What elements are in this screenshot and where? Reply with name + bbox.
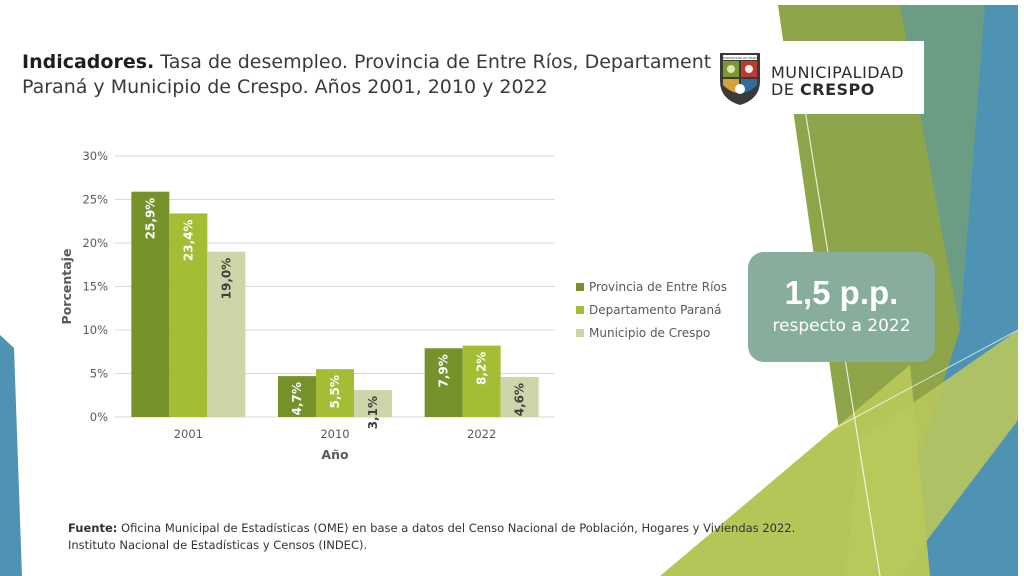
y-tick-label: 30% — [82, 149, 108, 163]
bar — [131, 191, 170, 417]
shield-text: MUNICIPALIDAD DE CRESPO — [722, 56, 758, 60]
unemployment-bar-chart: 25,9%23,4%19,0%4,7% 5,5%3,1%7,9% 8,2%4,6% … — [59, 149, 727, 462]
callout-value: 1,5 p.p. — [784, 274, 899, 311]
legend-layer: Provincia de Entre Ríos Departamento Para… — [576, 280, 727, 340]
legend-swatch — [576, 329, 584, 337]
deco-thin-line-2 — [559, 329, 1019, 576]
source-line-1: Fuente: Oficina Municipal de Estadística… — [68, 520, 928, 537]
municipality-logo: MUNICIPALIDAD DE CRESPO MUNICIPALIDAD DE… — [712, 41, 924, 114]
legend-swatch — [576, 283, 584, 291]
bar — [278, 376, 316, 417]
legend-label: Provincia de Entre Ríos — [589, 280, 727, 294]
crest-shield-icon: MUNICIPALIDAD DE CRESPO — [720, 53, 760, 105]
legend-label: Departamento Paraná — [589, 303, 721, 317]
y-tick-label: 5% — [90, 367, 108, 381]
bar-data-label: 3,1% — [366, 396, 380, 429]
bar-data-label: 5,5% — [328, 375, 342, 408]
bar — [424, 348, 463, 417]
bars-layer — [131, 191, 539, 417]
bar — [462, 345, 501, 417]
highlight-callout: 1,5 p.p. respecto a 2022 — [748, 252, 935, 362]
logo-text-line-2: DE CRESPO — [771, 80, 875, 99]
y-axis-title: Porcentaje — [59, 249, 74, 325]
bar — [316, 369, 354, 417]
title-line-1: Indicadores. Tasa de desempleo. Provinci… — [22, 50, 722, 75]
y-tick-label: 15% — [82, 280, 108, 294]
slide-title: Indicadores. Tasa de desempleo. Provinci… — [22, 50, 722, 100]
x-tick-label: 2022 — [467, 427, 496, 441]
legend-label: Municipio de Crespo — [589, 326, 710, 340]
bar — [354, 390, 392, 417]
deco-lime-accent — [845, 330, 1018, 576]
x-axis-title: Año — [321, 447, 349, 462]
y-tick-label: 25% — [82, 193, 108, 207]
bar — [500, 376, 539, 417]
logo-text-bold: CRESPO — [800, 80, 875, 99]
y-tick-label: 0% — [90, 410, 108, 424]
title-line-2: Paraná y Municipio de Crespo. Años 2001,… — [22, 76, 548, 98]
bar-data-label: 19,0% — [219, 258, 233, 300]
bar — [207, 251, 246, 417]
legend-swatch — [576, 306, 584, 314]
bar-data-label: 23,4% — [181, 219, 195, 261]
deco-left-blue-strip — [0, 335, 22, 576]
title-text: Tasa de desempleo. Provincia de Entre Rí… — [154, 51, 722, 73]
x-tick-label: 2001 — [174, 427, 203, 441]
bar-data-label: 25,9% — [143, 198, 157, 240]
title-bold: Indicadores. — [22, 51, 155, 73]
logo-text-line-1: MUNICIPALIDAD — [771, 63, 905, 82]
source-note: Fuente: Oficina Municipal de Estadística… — [68, 520, 928, 554]
labels-layer: 25,9% 23,4% 19,0% 4,7% 5,5% 3,1% 7,9% 8,2% 4,6% — [143, 198, 526, 430]
callout-subtitle: respecto a 2022 — [772, 316, 911, 336]
x-tick-label: 2010 — [320, 427, 349, 441]
y-tick-label: 20% — [82, 236, 108, 250]
source-text: Oficina Municipal de Estadísticas (OME) … — [117, 521, 796, 535]
y-tick-label: 10% — [82, 323, 108, 337]
bar — [169, 213, 208, 417]
logo-text-prefix: DE — [771, 80, 801, 99]
axis-layer: 0% 5% 10% 15% 20% 25% 30% 2001 2010 2022 Año Porcen… — [59, 149, 496, 462]
bar-data-label: 8,2% — [475, 352, 489, 385]
bar-data-label: 7,9% — [437, 354, 451, 387]
source-line-2: Instituto Nacional de Estadísticas y Cen… — [68, 538, 368, 552]
source-label: Fuente: — [68, 521, 118, 535]
bar-data-label: 4,7% — [290, 382, 304, 415]
bar-data-label: 4,6% — [513, 383, 527, 416]
